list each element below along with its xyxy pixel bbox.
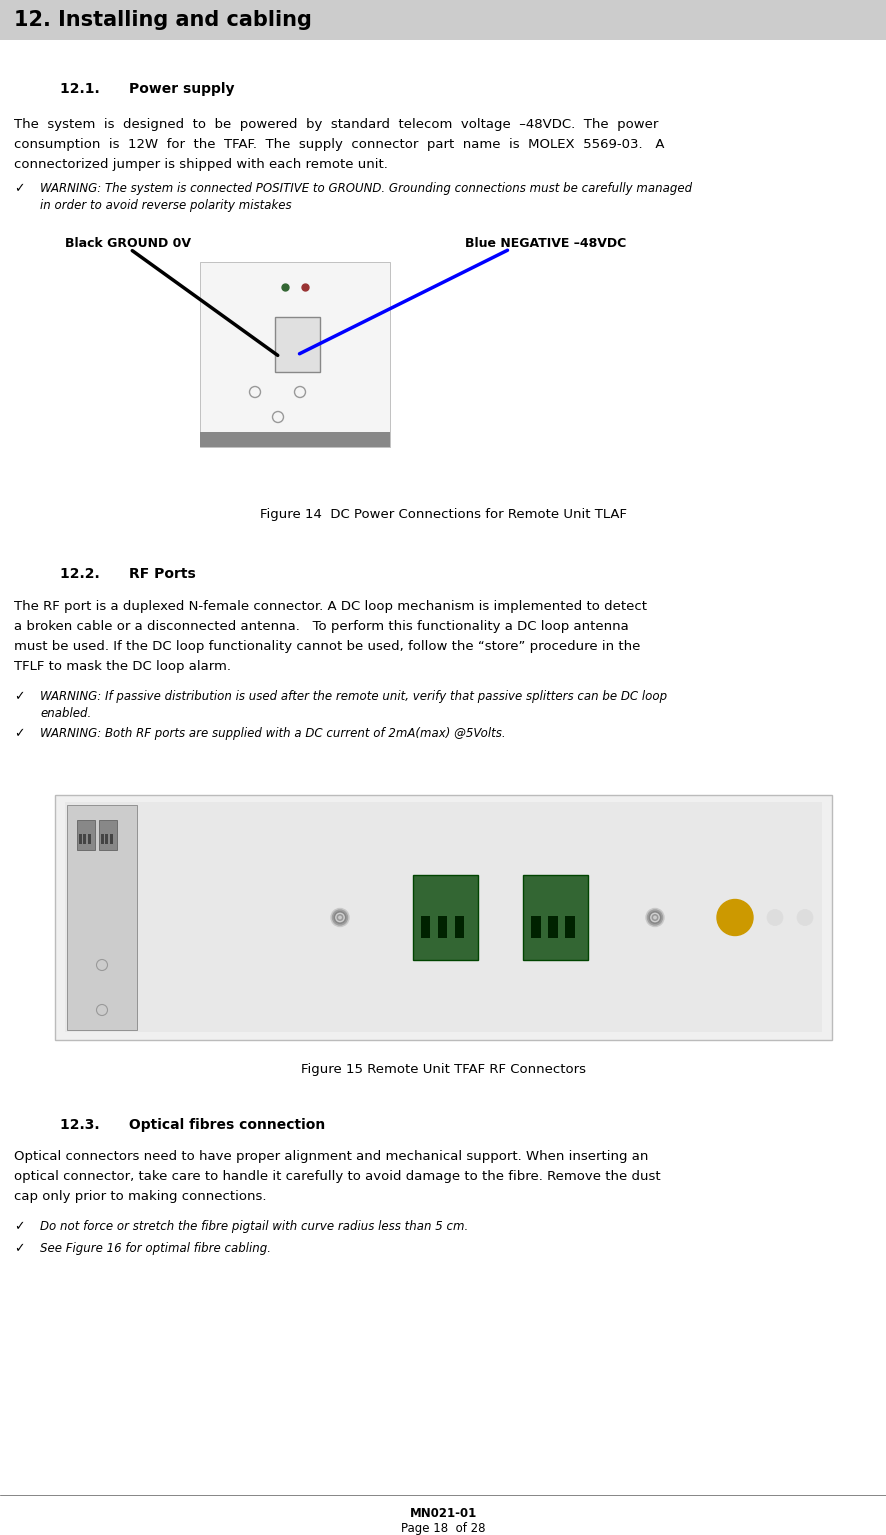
Circle shape: [650, 913, 658, 921]
Bar: [99, 820, 117, 850]
Bar: [88, 834, 90, 844]
Text: Black GROUND 0V: Black GROUND 0V: [65, 236, 190, 250]
Bar: [77, 820, 95, 850]
Circle shape: [716, 900, 752, 935]
Circle shape: [766, 910, 782, 926]
Bar: [65, 801, 821, 1032]
Text: Page 18  of 28: Page 18 of 28: [400, 1523, 486, 1535]
Text: cap only prior to making connections.: cap only prior to making connections.: [14, 1190, 266, 1203]
Text: connectorized jumper is shipped with each remote unit.: connectorized jumper is shipped with eac…: [14, 158, 387, 170]
Text: Figure 15 Remote Unit TFAF RF Connectors: Figure 15 Remote Unit TFAF RF Connectors: [300, 1064, 586, 1076]
Bar: [547, 915, 557, 938]
Bar: [420, 915, 430, 938]
Text: ✓: ✓: [14, 691, 25, 703]
Text: Figure 14  DC Power Connections for Remote Unit TLAF: Figure 14 DC Power Connections for Remot…: [260, 508, 626, 520]
Circle shape: [653, 916, 656, 919]
Text: 12.3.      Optical fibres connection: 12.3. Optical fibres connection: [60, 1117, 325, 1131]
Text: ✓: ✓: [14, 728, 25, 740]
Text: must be used. If the DC loop functionality cannot be used, follow the “store” pr: must be used. If the DC loop functionali…: [14, 640, 640, 652]
Circle shape: [336, 913, 344, 921]
Text: 12.2.      RF Ports: 12.2. RF Ports: [60, 566, 196, 582]
Circle shape: [330, 909, 348, 927]
Text: 12. Installing and cabling: 12. Installing and cabling: [14, 11, 312, 31]
Bar: [412, 875, 477, 959]
Circle shape: [797, 910, 812, 926]
Bar: [275, 318, 320, 371]
Text: enabled.: enabled.: [40, 708, 91, 720]
Bar: [454, 915, 464, 938]
Bar: [105, 834, 108, 844]
Bar: [530, 915, 540, 938]
Text: The  system  is  designed  to  be  powered  by  standard  telecom  voltage  –48V: The system is designed to be powered by …: [14, 118, 657, 130]
Text: a broken cable or a disconnected antenna.   To perform this functionality a DC l: a broken cable or a disconnected antenna…: [14, 620, 628, 632]
Bar: [437, 915, 447, 938]
Bar: [0, 0, 886, 40]
Text: Optical connectors need to have proper alignment and mechanical support. When in: Optical connectors need to have proper a…: [14, 1150, 648, 1164]
Text: WARNING: If passive distribution is used after the remote unit, verify that pass: WARNING: If passive distribution is used…: [40, 691, 666, 703]
Text: The RF port is a duplexed N‑female connector. A DC loop mechanism is implemented: The RF port is a duplexed N‑female conne…: [14, 600, 646, 612]
Bar: [522, 875, 587, 959]
Text: MN021-01: MN021-01: [409, 1507, 477, 1520]
Bar: [199, 262, 390, 447]
Circle shape: [651, 915, 657, 921]
Text: See Figure 16 for optimal fibre cabling.: See Figure 16 for optimal fibre cabling.: [40, 1242, 271, 1256]
Text: optical connector, take care to handle it carefully to avoid damage to the fibre: optical connector, take care to handle i…: [14, 1170, 660, 1183]
Bar: [79, 834, 82, 844]
Bar: [100, 834, 104, 844]
Text: ✓: ✓: [14, 183, 25, 195]
Text: 12.1.      Power supply: 12.1. Power supply: [60, 81, 234, 97]
Bar: [67, 804, 136, 1030]
Text: WARNING: The system is connected POSITIVE to GROUND. Grounding connections must : WARNING: The system is connected POSITIV…: [40, 183, 691, 195]
Text: Blue NEGATIVE –48VDC: Blue NEGATIVE –48VDC: [464, 236, 626, 250]
Text: in order to avoid reverse polarity mistakes: in order to avoid reverse polarity mista…: [40, 200, 291, 212]
Bar: [83, 834, 86, 844]
Text: Do not force or stretch the fibre pigtail with curve radius less than 5 cm.: Do not force or stretch the fibre pigtai…: [40, 1220, 468, 1233]
Text: ✓: ✓: [14, 1220, 25, 1233]
Circle shape: [649, 912, 660, 923]
Circle shape: [332, 910, 347, 926]
Circle shape: [337, 915, 342, 921]
Text: ✓: ✓: [14, 1242, 25, 1256]
Circle shape: [338, 916, 341, 919]
Circle shape: [645, 909, 664, 927]
Text: consumption  is  12W  for  the  TFAF.  The  supply  connector  part  name  is  M: consumption is 12W for the TFAF. The sup…: [14, 138, 664, 150]
Bar: [199, 431, 390, 447]
Bar: [55, 795, 831, 1041]
Circle shape: [334, 912, 346, 923]
Text: TFLF to mask the DC loop alarm.: TFLF to mask the DC loop alarm.: [14, 660, 230, 672]
Bar: [563, 915, 574, 938]
Circle shape: [647, 910, 662, 926]
Text: WARNING: Both RF ports are supplied with a DC current of 2mA(max) @5Volts.: WARNING: Both RF ports are supplied with…: [40, 728, 505, 740]
Bar: [109, 834, 113, 844]
